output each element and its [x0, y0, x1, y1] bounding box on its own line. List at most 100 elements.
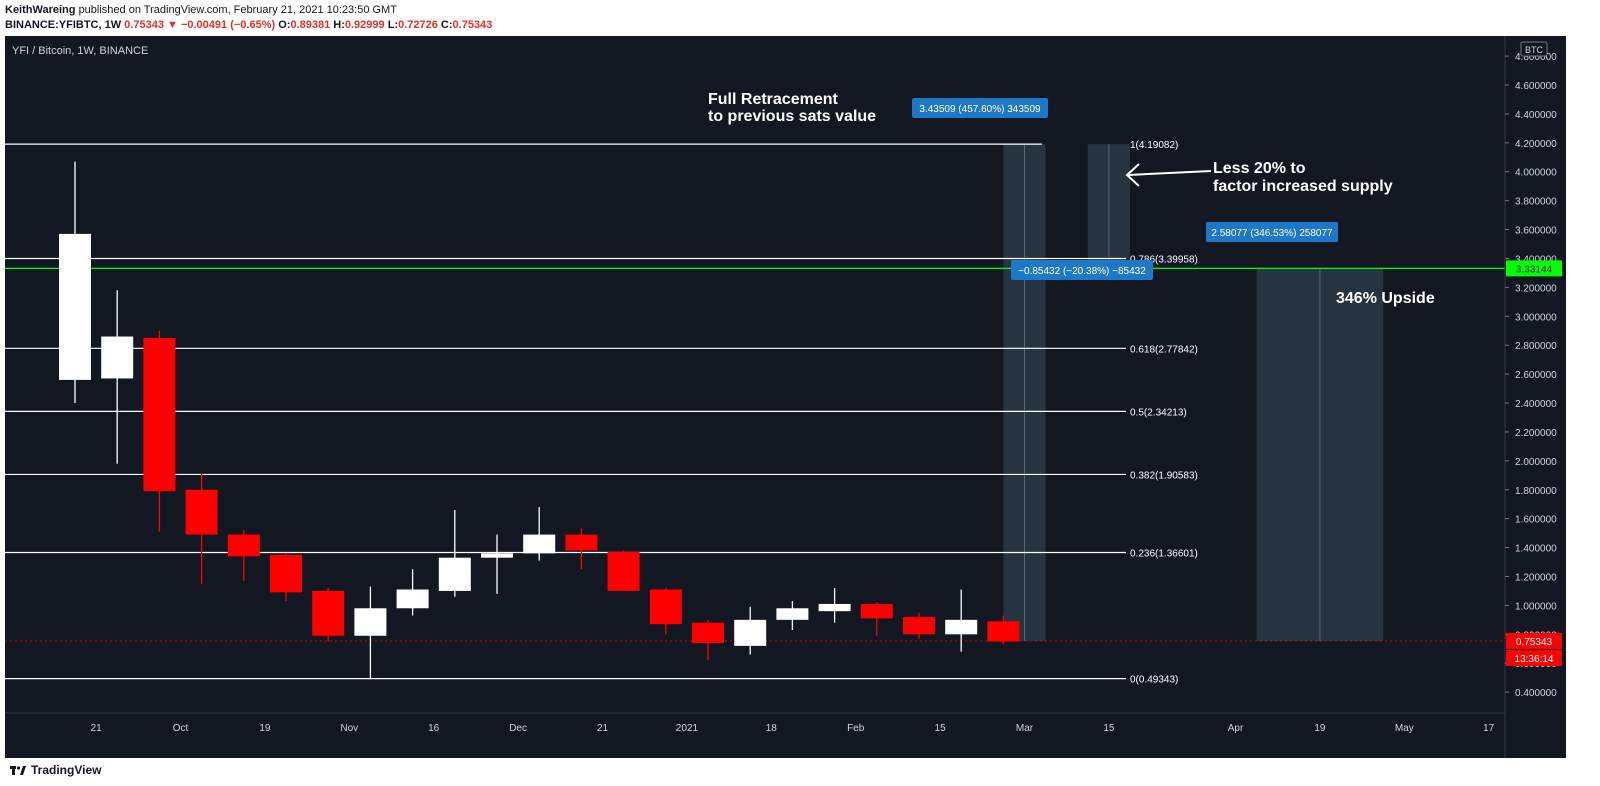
time-tick-label: 15 [1103, 723, 1115, 734]
fib-level-label: 1(4.19082) [1130, 140, 1178, 151]
last-price: 0.75343 [124, 19, 164, 31]
currency-label: BTC [1525, 45, 1544, 55]
time-tick-label: May [1395, 723, 1414, 734]
last-price-label: 0.75343 [1516, 637, 1553, 648]
candle-body [776, 608, 809, 620]
price-tick-label: 3.800000 [1515, 197, 1557, 208]
high-value: 0.92999 [344, 19, 385, 31]
candle-body [860, 603, 893, 619]
green-line-price-label: 3.33144 [1516, 264, 1553, 275]
price-tick-label: 3.200000 [1515, 283, 1557, 294]
time-axis[interactable]: 21 Oct 19 Nov 16 Dec 21 2021 18 Feb 15 Mar 15 Apr 19 Ma… [91, 723, 1495, 734]
candle-body [354, 608, 387, 636]
time-tick-label: Apr [1228, 723, 1244, 734]
price-tick-label: 1.800000 [1515, 486, 1557, 497]
time-tick-label: 19 [1314, 723, 1326, 734]
price-tick-label: 1.200000 [1515, 572, 1557, 583]
currency-box [1520, 41, 1548, 57]
candle-body [481, 553, 513, 558]
author-name[interactable]: KeithWareing [5, 4, 76, 16]
open-value: 0.89381 [290, 19, 331, 31]
candle-body [185, 489, 218, 535]
price-tick-label: 2.400000 [1515, 399, 1557, 410]
tradingview-brand: TradingView [31, 763, 102, 777]
symbol-label: BINANCE:YFIBTC, 1W [5, 19, 122, 31]
measure-box-label: 2.58077 (346.53%) 258077 [1211, 228, 1333, 239]
annotation-text: Less 20% to [1213, 160, 1306, 177]
countdown-label: 13:36:14 [1515, 654, 1554, 665]
fib-level-label: 0.236(1.36601) [1130, 548, 1198, 559]
tradingview-logo[interactable]: TradingView [10, 763, 101, 777]
time-tick-label: Nov [340, 723, 358, 734]
candle-body [312, 590, 345, 636]
candle-body [101, 336, 134, 379]
price-tick-label: 2.600000 [1515, 370, 1557, 381]
price-tick-label: 1.400000 [1515, 544, 1557, 555]
green-line-price-tag [1506, 260, 1562, 277]
candle-body [227, 534, 260, 557]
last-price-tag [1506, 633, 1562, 650]
close-value: 0.75343 [452, 19, 493, 31]
candle-body [143, 337, 176, 492]
time-tick-label: 21 [597, 723, 609, 734]
time-tick-label: 16 [428, 723, 440, 734]
price-tick-label: 0.400000 [1515, 688, 1557, 699]
candle-body [270, 554, 302, 593]
tradingview-logo-icon [10, 766, 26, 775]
price-tick-label: 4.800000 [1515, 52, 1557, 63]
price-tick-label: 4.400000 [1515, 110, 1557, 121]
candle-body [818, 603, 851, 612]
price-chart[interactable]: 1(4.19082) 0.786(3.39958) 0.618(2.77842) 0.… [5, 36, 1566, 758]
measure-box-label: −0.85432 (−20.38%) −85432 [1018, 266, 1146, 277]
measure-box [1206, 222, 1338, 242]
candle-body [396, 589, 429, 609]
time-tick-label: 15 [935, 723, 947, 734]
open-label: O: [278, 19, 291, 31]
chart-area[interactable]: 1(4.19082) 0.786(3.39958) 0.618(2.77842) 0.… [5, 36, 1566, 758]
candle-body [987, 621, 1020, 642]
low-label: L: [387, 19, 399, 31]
annotation-arrow [1127, 170, 1212, 176]
fib-level-label: 0.5(2.34213) [1130, 407, 1187, 418]
fibonacci-retracement[interactable]: 1(4.19082) 0.786(3.39958) 0.618(2.77842) 0.… [5, 140, 1198, 686]
time-tick-label: 19 [259, 723, 271, 734]
candle-body [59, 233, 91, 380]
footer: TradingView [0, 758, 1600, 786]
time-tick-label: 18 [766, 723, 778, 734]
publish-info: KeithWareing published on TradingView.co… [5, 4, 397, 16]
high-label: H: [333, 19, 345, 31]
candle-body [692, 622, 724, 643]
position-shades [1003, 144, 1384, 642]
time-tick-label: 2021 [676, 723, 699, 734]
price-tick-label: 3.600000 [1515, 226, 1557, 237]
price-tick-label: 4.000000 [1515, 168, 1557, 179]
fib-level-label: 0.382(1.90583) [1130, 470, 1198, 481]
price-tick-label: 1.000000 [1515, 601, 1557, 612]
chart-title: YFI / Bitcoin, 1W, BINANCE [12, 45, 148, 57]
low-value: 0.72726 [398, 19, 438, 31]
price-tick-label: 4.200000 [1515, 139, 1557, 150]
publish-header: KeithWareing published on TradingView.co… [0, 0, 1600, 36]
fib-level-label: 0.618(2.77842) [1130, 344, 1198, 355]
measure-boxes: 3.43509 (457.60%) 343509 −0.85432 (−20.38… [912, 98, 1338, 280]
candle-body [438, 557, 471, 591]
annotation-text: factor increased supply [1213, 178, 1393, 195]
fib-level-label: 0.786(3.39958) [1130, 255, 1198, 266]
price-tick-label: 4.600000 [1515, 81, 1557, 92]
price-tick-label: 2.800000 [1515, 341, 1557, 352]
candle-body [649, 589, 682, 625]
candle-body [734, 619, 767, 646]
price-tick-label: 1.600000 [1515, 515, 1557, 526]
candle-body [607, 551, 640, 591]
price-tick-label: 3.400000 [1515, 254, 1557, 265]
time-tick-label: Dec [509, 723, 527, 734]
price-tick-label: 3.000000 [1515, 312, 1557, 323]
candle-body [945, 619, 978, 635]
price-tags: 3.33144 0.75343 13:36:14 [1506, 260, 1562, 667]
close-label: C: [440, 19, 453, 31]
price-tick-label: 2.000000 [1515, 457, 1557, 468]
candle-body [565, 534, 598, 551]
annotation-arrow-head [1125, 163, 1140, 187]
time-tick-label: Feb [847, 723, 865, 734]
price-tick-label: 2.200000 [1515, 428, 1557, 439]
